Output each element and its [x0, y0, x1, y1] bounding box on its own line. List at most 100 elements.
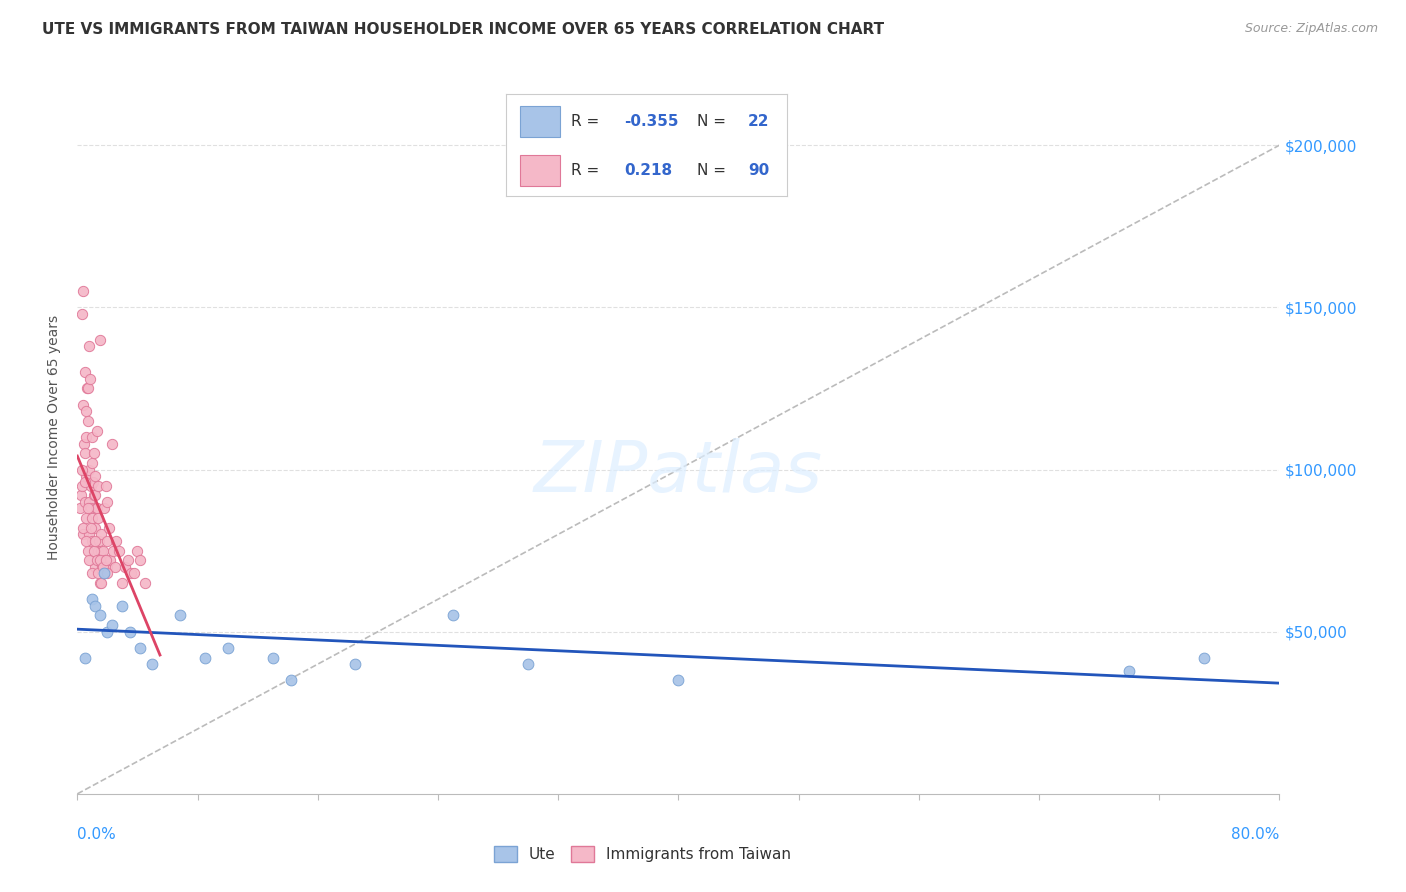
- Point: [94, 553, 117, 567]
- Point: [97, 521, 120, 535]
- Point: [82, 592, 104, 607]
- Point: [84, 533, 107, 548]
- Point: [86, 553, 108, 567]
- Point: [91, 559, 114, 574]
- Point: [1118, 664, 1140, 678]
- Point: [79, 527, 101, 541]
- Point: [87, 533, 110, 548]
- Point: [83, 488, 105, 502]
- Point: [80, 501, 103, 516]
- Point: [82, 475, 104, 490]
- Point: [70, 307, 93, 321]
- Point: [73, 475, 96, 490]
- Point: [84, 521, 107, 535]
- Point: [75, 511, 97, 525]
- Point: [72, 521, 94, 535]
- Point: [70, 488, 93, 502]
- Point: [100, 553, 122, 567]
- Point: [70, 479, 93, 493]
- Point: [108, 543, 131, 558]
- Point: [83, 446, 105, 460]
- Point: [82, 511, 104, 525]
- Text: 22: 22: [748, 114, 769, 128]
- Point: [280, 673, 302, 688]
- Point: [80, 479, 103, 493]
- Point: [93, 566, 115, 581]
- Legend: Ute, Immigrants from Taiwan: Ute, Immigrants from Taiwan: [488, 840, 797, 868]
- Point: [82, 430, 104, 444]
- Point: [517, 657, 540, 672]
- Point: [75, 430, 97, 444]
- Point: [118, 624, 141, 639]
- Point: [89, 608, 111, 623]
- Point: [96, 559, 118, 574]
- Point: [668, 673, 690, 688]
- Point: [96, 533, 118, 548]
- Point: [77, 339, 100, 353]
- Point: [73, 436, 96, 450]
- Point: [86, 511, 108, 525]
- Text: 0.218: 0.218: [624, 163, 672, 178]
- Text: 0.0%: 0.0%: [77, 827, 117, 841]
- Point: [103, 543, 125, 558]
- Point: [1194, 650, 1216, 665]
- Point: [84, 559, 107, 574]
- Point: [441, 608, 464, 623]
- Point: [87, 543, 110, 558]
- Y-axis label: Householder Income Over 65 years: Householder Income Over 65 years: [48, 315, 62, 559]
- Point: [129, 640, 152, 655]
- Point: [217, 640, 239, 655]
- Point: [124, 566, 146, 581]
- Point: [70, 462, 93, 476]
- Point: [127, 543, 149, 558]
- Text: -0.355: -0.355: [624, 114, 679, 128]
- Point: [87, 479, 110, 493]
- Text: N =: N =: [697, 114, 731, 128]
- Point: [76, 414, 98, 428]
- Point: [96, 566, 118, 581]
- Bar: [520, 106, 560, 136]
- Point: [93, 566, 115, 581]
- Point: [79, 372, 101, 386]
- Point: [93, 566, 115, 581]
- Text: R =: R =: [571, 114, 605, 128]
- Point: [73, 495, 96, 509]
- Bar: [520, 155, 560, 186]
- Point: [83, 488, 105, 502]
- Point: [86, 501, 108, 516]
- Point: [75, 533, 97, 548]
- Point: [76, 543, 98, 558]
- Point: [96, 624, 118, 639]
- Point: [73, 365, 96, 379]
- Point: [262, 650, 284, 665]
- Point: [80, 566, 103, 581]
- Point: [86, 424, 108, 438]
- Point: [94, 479, 117, 493]
- Point: [111, 599, 134, 613]
- Text: ZIPatlas: ZIPatlas: [534, 438, 823, 508]
- Point: [134, 576, 156, 591]
- Point: [69, 501, 91, 516]
- Point: [91, 543, 114, 558]
- Point: [91, 559, 114, 574]
- Point: [84, 501, 107, 516]
- Point: [75, 404, 97, 418]
- Point: [94, 553, 117, 567]
- Point: [194, 650, 217, 665]
- Point: [90, 576, 112, 591]
- Point: [82, 533, 104, 548]
- Point: [79, 521, 101, 535]
- Point: [75, 469, 97, 483]
- Point: [93, 501, 115, 516]
- Point: [89, 333, 111, 347]
- Point: [84, 599, 107, 613]
- Point: [117, 553, 139, 567]
- Point: [84, 469, 107, 483]
- Point: [80, 456, 103, 470]
- Text: UTE VS IMMIGRANTS FROM TAIWAN HOUSEHOLDER INCOME OVER 65 YEARS CORRELATION CHART: UTE VS IMMIGRANTS FROM TAIWAN HOUSEHOLDE…: [42, 22, 884, 37]
- Point: [87, 566, 110, 581]
- Point: [141, 657, 163, 672]
- Text: 90: 90: [748, 163, 769, 178]
- Point: [90, 543, 112, 558]
- Point: [76, 381, 98, 395]
